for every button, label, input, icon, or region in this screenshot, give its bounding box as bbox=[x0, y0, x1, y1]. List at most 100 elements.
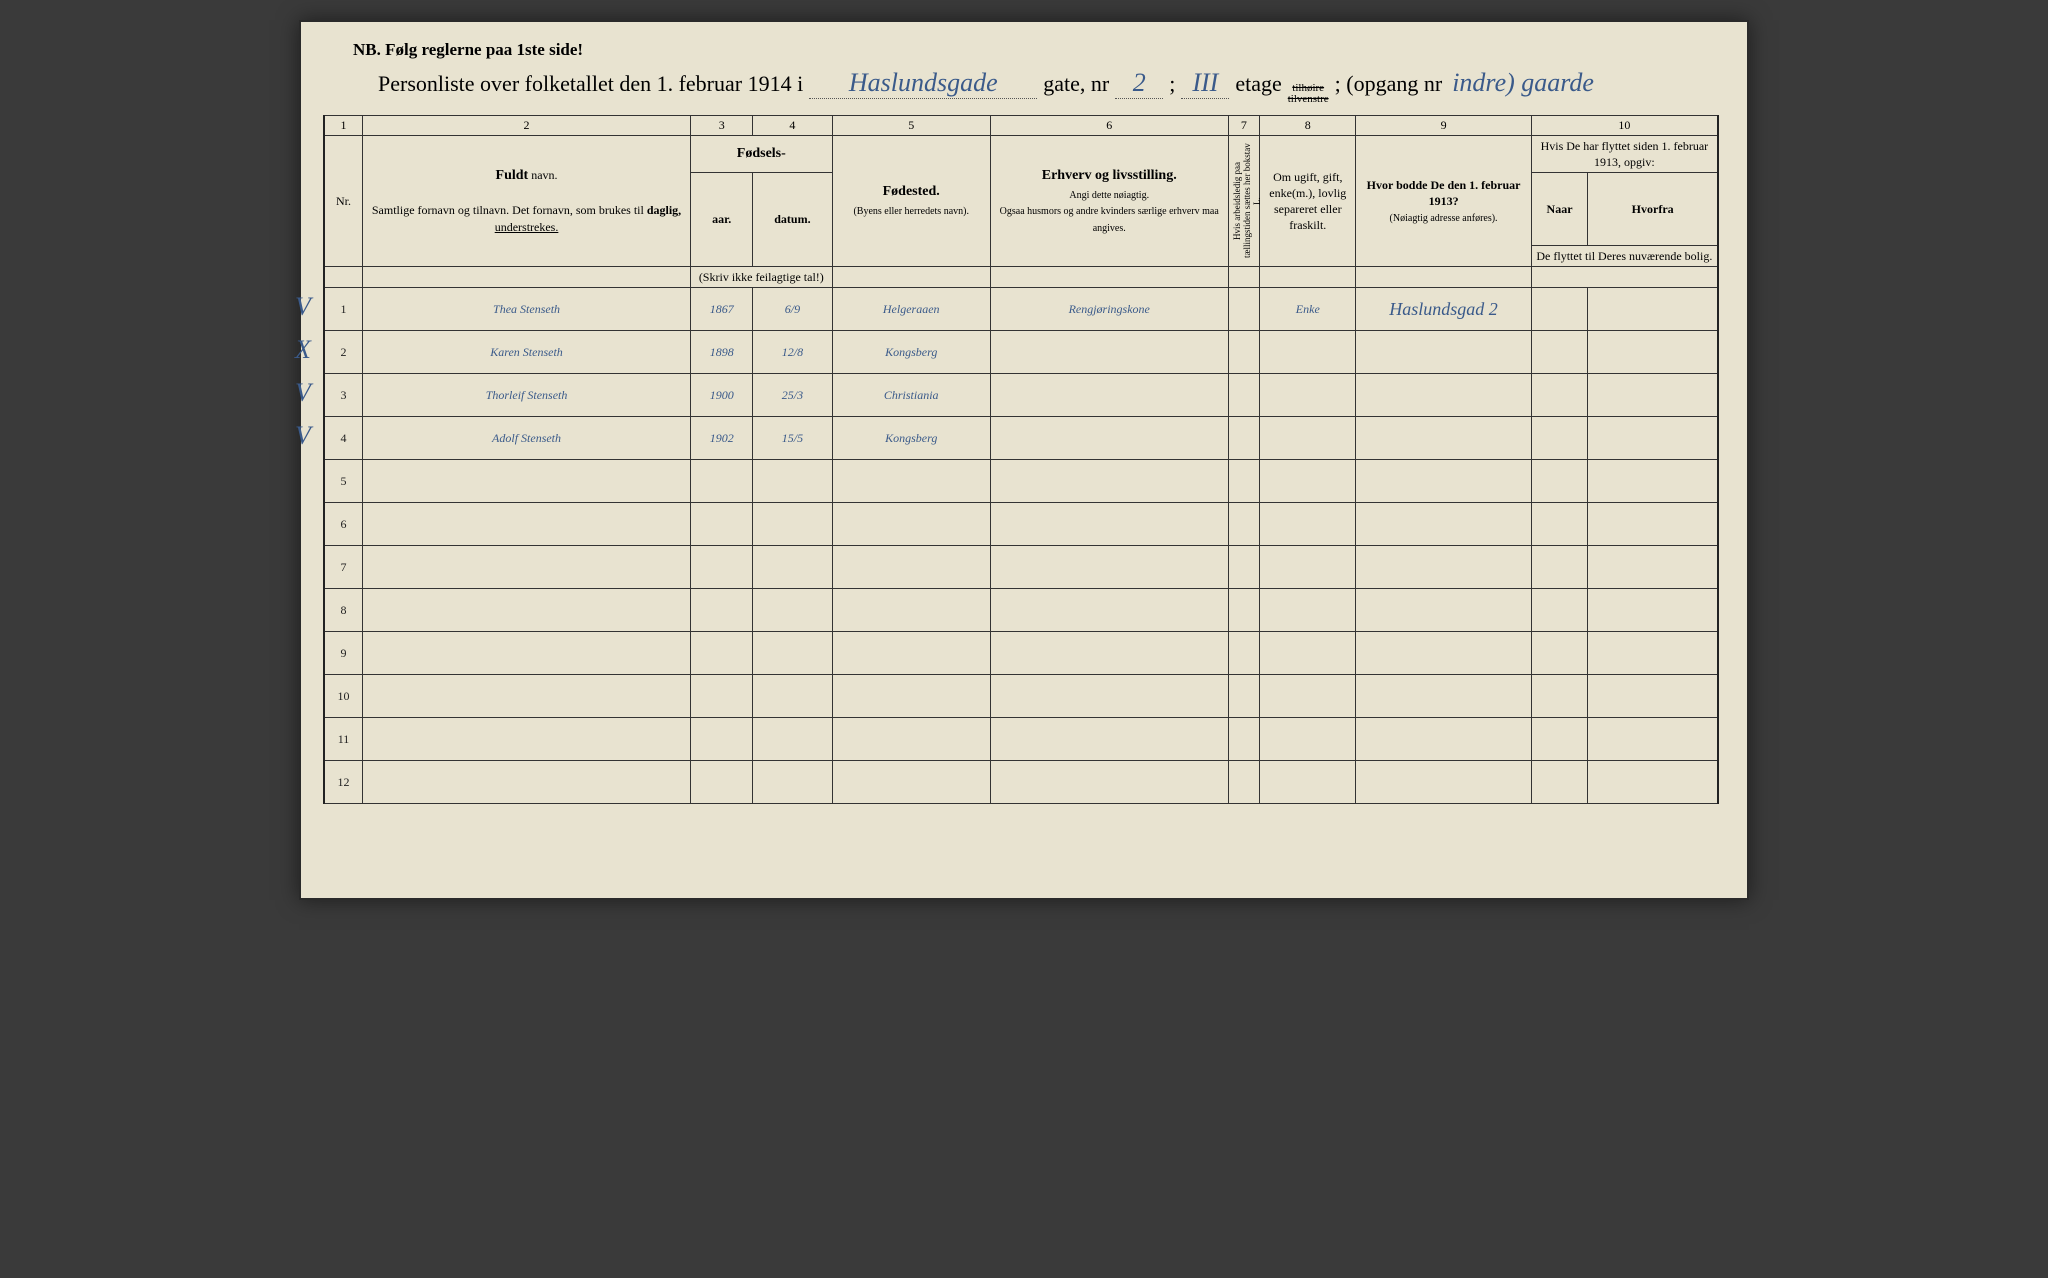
row-col8 bbox=[1260, 632, 1356, 675]
header-datum: datum. bbox=[753, 173, 832, 267]
row-col9 bbox=[1356, 589, 1531, 632]
row-naar bbox=[1531, 589, 1588, 632]
row-occupation bbox=[990, 761, 1228, 804]
row-naar bbox=[1531, 460, 1588, 503]
row-col8 bbox=[1260, 503, 1356, 546]
header-name: Fuldt navn. Samtlige fornavn og tilnavn.… bbox=[362, 136, 690, 267]
header-col9: Hvor bodde De den 1. februar 1913? (Nøia… bbox=[1356, 136, 1531, 267]
row-nr: V4 bbox=[324, 417, 362, 460]
blank10 bbox=[1531, 267, 1718, 288]
row-col9: Haslundsgad 2 bbox=[1356, 288, 1531, 331]
header-row-note: (Skriv ikke feilagtige tal!) bbox=[324, 267, 1718, 288]
row-col7 bbox=[1228, 503, 1260, 546]
row-hvorfra bbox=[1588, 761, 1718, 804]
gate-nr-handwritten: 2 bbox=[1115, 68, 1163, 99]
row-col9 bbox=[1356, 546, 1531, 589]
row-col9 bbox=[1356, 675, 1531, 718]
margin-mark: V bbox=[295, 421, 311, 451]
row-date bbox=[753, 718, 832, 761]
header-fodested: Fødested. (Byens eller herredets navn). bbox=[832, 136, 990, 267]
header-col7: Hvis arbeidsledig paa tællingstiden sætt… bbox=[1228, 136, 1260, 267]
etage-handwritten: III bbox=[1181, 68, 1229, 99]
row-year bbox=[691, 675, 753, 718]
blank-name bbox=[362, 267, 690, 288]
header-col8: Om ugift, gift, enke(m.), lovlig separer… bbox=[1260, 136, 1356, 267]
colnum-2: 2 bbox=[362, 116, 690, 136]
colnum-9: 9 bbox=[1356, 116, 1531, 136]
header-naar: Naar bbox=[1531, 173, 1588, 245]
row-nr: V1 bbox=[324, 288, 362, 331]
row-col9 bbox=[1356, 417, 1531, 460]
row-year bbox=[691, 632, 753, 675]
row-nr: V3 bbox=[324, 374, 362, 417]
header-hvorfra: Hvorfra bbox=[1588, 173, 1718, 245]
table-row: V1Thea Stenseth18676/9HelgeraaenRengjøri… bbox=[324, 288, 1718, 331]
row-col9 bbox=[1356, 331, 1531, 374]
row-name bbox=[362, 546, 690, 589]
row-col8 bbox=[1260, 546, 1356, 589]
row-naar bbox=[1531, 546, 1588, 589]
row-date: 12/8 bbox=[753, 331, 832, 374]
row-naar bbox=[1531, 632, 1588, 675]
blank6 bbox=[990, 267, 1228, 288]
row-occupation bbox=[990, 331, 1228, 374]
row-name bbox=[362, 761, 690, 804]
row-nr: X2 bbox=[324, 331, 362, 374]
row-col8 bbox=[1260, 417, 1356, 460]
row-date: 6/9 bbox=[753, 288, 832, 331]
blank8 bbox=[1260, 267, 1356, 288]
row-col8 bbox=[1260, 331, 1356, 374]
census-table: 1 2 3 4 5 6 7 8 9 10 Nr. Fuldt navn. Sam… bbox=[323, 115, 1719, 804]
row-col9 bbox=[1356, 460, 1531, 503]
row-hvorfra bbox=[1588, 503, 1718, 546]
row-birthplace: Christiania bbox=[832, 374, 990, 417]
table-row: 10 bbox=[324, 675, 1718, 718]
row-occupation bbox=[990, 546, 1228, 589]
row-col9 bbox=[1356, 374, 1531, 417]
fuldt-rest: navn. bbox=[528, 168, 557, 182]
row-birthplace bbox=[832, 503, 990, 546]
row-nr: 12 bbox=[324, 761, 362, 804]
form-title-line: Personliste over folketallet den 1. febr… bbox=[378, 68, 1719, 105]
row-col7 bbox=[1228, 546, 1260, 589]
row-name bbox=[362, 503, 690, 546]
row-year bbox=[691, 546, 753, 589]
row-name: Thea Stenseth bbox=[362, 288, 690, 331]
semicolon: ; bbox=[1169, 71, 1175, 97]
row-occupation bbox=[990, 460, 1228, 503]
row-col8 bbox=[1260, 761, 1356, 804]
row-occupation bbox=[990, 503, 1228, 546]
row-year: 1898 bbox=[691, 331, 753, 374]
row-hvorfra bbox=[1588, 331, 1718, 374]
row-occupation bbox=[990, 417, 1228, 460]
row-nr: 8 bbox=[324, 589, 362, 632]
row-hvorfra bbox=[1588, 718, 1718, 761]
etage-label: etage bbox=[1235, 71, 1281, 97]
header-col10-sub: De flyttet til Deres nuværende bolig. bbox=[1531, 245, 1718, 266]
row-name: Adolf Stenseth bbox=[362, 417, 690, 460]
row-col9 bbox=[1356, 761, 1531, 804]
fodested-sub: (Byens eller herredets navn). bbox=[853, 206, 969, 217]
row-birthplace: Helgeraaen bbox=[832, 288, 990, 331]
row-col7 bbox=[1228, 589, 1260, 632]
margin-mark: V bbox=[295, 292, 311, 322]
header-erhverv: Erhverv og livsstilling. Angi dette nøia… bbox=[990, 136, 1228, 267]
tilvenstre-strike: tilvenstre bbox=[1288, 94, 1329, 105]
row-col7 bbox=[1228, 374, 1260, 417]
row-col7 bbox=[1228, 460, 1260, 503]
row-name bbox=[362, 460, 690, 503]
header-fodsels: Fødsels- bbox=[691, 136, 832, 173]
row-naar bbox=[1531, 761, 1588, 804]
row-birthplace bbox=[832, 675, 990, 718]
opgang-label: ; (opgang nr bbox=[1335, 71, 1443, 97]
table-row: 6 bbox=[324, 503, 1718, 546]
row-date: 15/5 bbox=[753, 417, 832, 460]
row-name bbox=[362, 632, 690, 675]
row-name: Karen Stenseth bbox=[362, 331, 690, 374]
row-hvorfra bbox=[1588, 589, 1718, 632]
row-nr: 5 bbox=[324, 460, 362, 503]
col9-sub: (Nøiagtig adresse anføres). bbox=[1390, 213, 1498, 224]
colnum-8: 8 bbox=[1260, 116, 1356, 136]
colnum-1: 1 bbox=[324, 116, 362, 136]
row-occupation bbox=[990, 675, 1228, 718]
